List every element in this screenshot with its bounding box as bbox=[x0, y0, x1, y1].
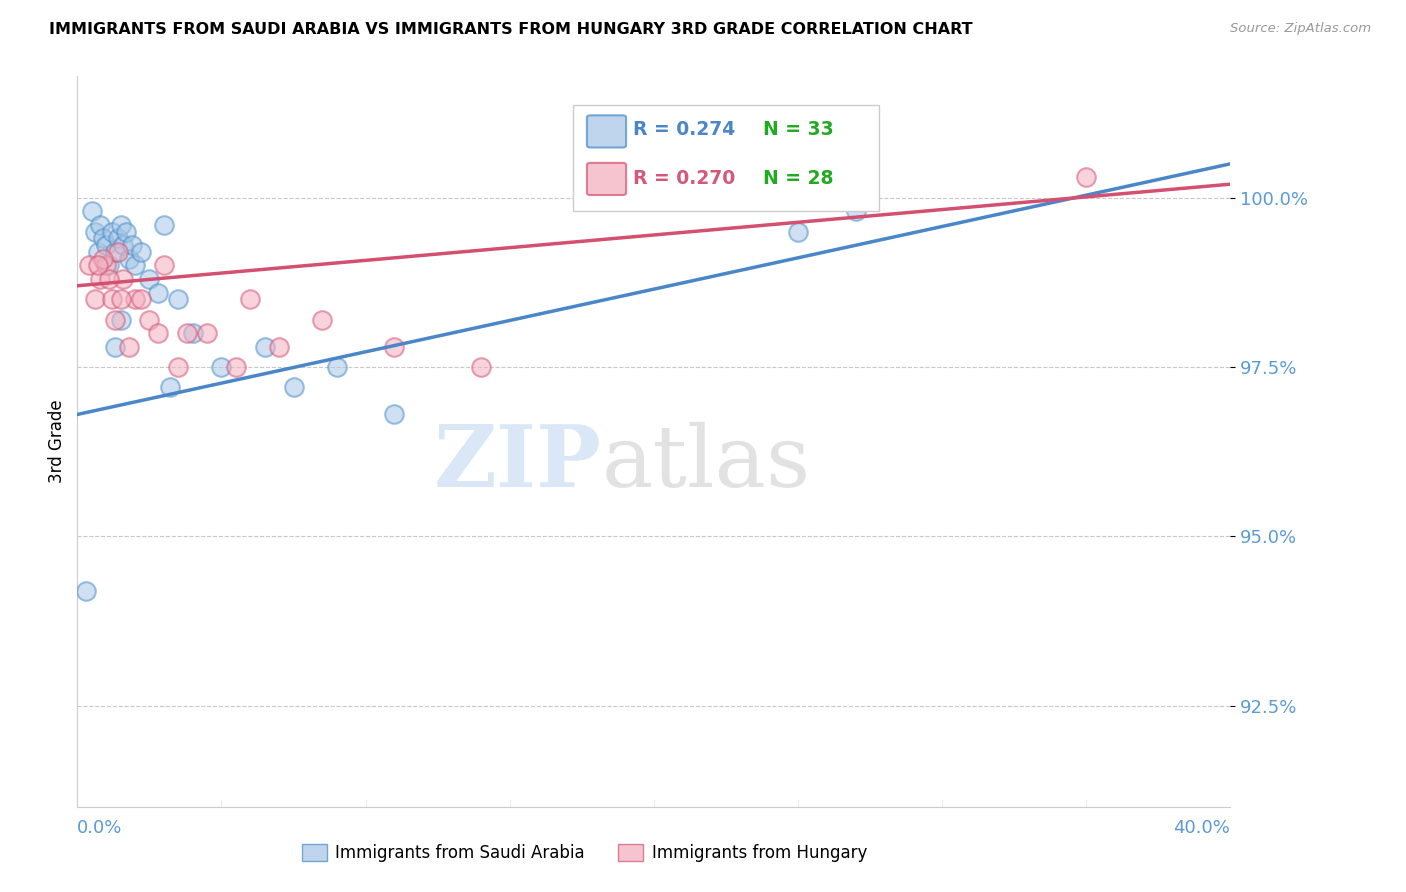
Point bbox=[129, 244, 152, 259]
Point bbox=[107, 244, 129, 259]
Point bbox=[112, 272, 135, 286]
Point bbox=[129, 293, 152, 307]
Point bbox=[83, 225, 105, 239]
Point bbox=[86, 259, 108, 273]
Point bbox=[83, 293, 105, 307]
Point bbox=[104, 244, 127, 259]
Text: Source: ZipAtlas.com: Source: ZipAtlas.com bbox=[1230, 22, 1371, 36]
Point bbox=[80, 204, 103, 219]
Y-axis label: 3rd Grade: 3rd Grade bbox=[48, 400, 66, 483]
Point bbox=[118, 252, 141, 266]
Point bbox=[96, 259, 118, 273]
Point bbox=[470, 359, 492, 374]
Point bbox=[326, 359, 349, 374]
Text: IMMIGRANTS FROM SAUDI ARABIA VS IMMIGRANTS FROM HUNGARY 3RD GRADE CORRELATION CH: IMMIGRANTS FROM SAUDI ARABIA VS IMMIGRAN… bbox=[49, 22, 973, 37]
Point bbox=[86, 244, 108, 259]
Point bbox=[124, 293, 146, 307]
Point bbox=[98, 272, 121, 286]
Point bbox=[253, 340, 276, 354]
Text: 0.0%: 0.0% bbox=[77, 820, 122, 838]
Point bbox=[1076, 170, 1098, 185]
Point bbox=[115, 225, 138, 239]
Point bbox=[91, 252, 114, 266]
FancyBboxPatch shape bbox=[586, 115, 626, 147]
Point bbox=[104, 312, 127, 326]
Point bbox=[107, 231, 129, 245]
Point bbox=[89, 272, 111, 286]
Text: atlas: atlas bbox=[602, 422, 811, 505]
Text: R = 0.274: R = 0.274 bbox=[633, 120, 735, 139]
Point bbox=[176, 326, 198, 341]
Point bbox=[239, 293, 262, 307]
Text: N = 33: N = 33 bbox=[763, 120, 834, 139]
FancyBboxPatch shape bbox=[586, 163, 626, 195]
Point bbox=[146, 326, 169, 341]
Point bbox=[121, 238, 143, 252]
Point bbox=[211, 359, 233, 374]
Point bbox=[118, 340, 141, 354]
Point bbox=[787, 225, 810, 239]
Legend: Immigrants from Saudi Arabia, Immigrants from Hungary: Immigrants from Saudi Arabia, Immigrants… bbox=[295, 837, 873, 869]
Point bbox=[153, 259, 174, 273]
Point bbox=[110, 293, 132, 307]
Point bbox=[153, 218, 174, 232]
Point bbox=[89, 218, 111, 232]
Point bbox=[112, 238, 135, 252]
Point bbox=[138, 272, 160, 286]
Point bbox=[91, 231, 114, 245]
Point bbox=[283, 380, 305, 394]
Text: ZIP: ZIP bbox=[434, 422, 602, 506]
Point bbox=[98, 259, 121, 273]
Point bbox=[146, 285, 169, 300]
Point bbox=[195, 326, 218, 341]
Point bbox=[138, 312, 160, 326]
Point bbox=[267, 340, 291, 354]
Point bbox=[311, 312, 333, 326]
Point bbox=[382, 408, 406, 422]
FancyBboxPatch shape bbox=[574, 105, 879, 211]
Point bbox=[845, 204, 868, 219]
Point bbox=[101, 293, 124, 307]
Text: 40.0%: 40.0% bbox=[1174, 820, 1230, 838]
Point bbox=[167, 359, 190, 374]
Point bbox=[110, 312, 132, 326]
Point bbox=[225, 359, 247, 374]
Text: N = 28: N = 28 bbox=[763, 169, 834, 187]
Point bbox=[96, 238, 118, 252]
Text: R = 0.270: R = 0.270 bbox=[633, 169, 735, 187]
Point bbox=[101, 225, 124, 239]
Point bbox=[159, 380, 181, 394]
Point bbox=[104, 340, 127, 354]
Point bbox=[167, 293, 190, 307]
Point bbox=[181, 326, 204, 341]
Point bbox=[382, 340, 406, 354]
Point bbox=[75, 583, 97, 598]
Point bbox=[110, 218, 132, 232]
Point bbox=[124, 259, 146, 273]
Point bbox=[77, 259, 100, 273]
